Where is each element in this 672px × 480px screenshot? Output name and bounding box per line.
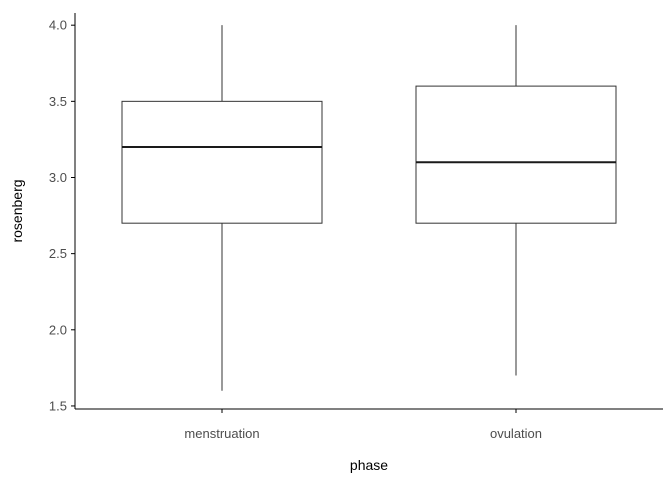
boxes-layer: [121, 25, 617, 391]
box-menstruation: [121, 25, 323, 391]
iqr-box: [415, 85, 617, 224]
y-tick-label: 4.0: [49, 18, 67, 33]
x-tick-label: ovulation: [490, 426, 542, 441]
y-tick-label: 3.5: [49, 94, 67, 109]
y-tick-label: 1.5: [49, 398, 67, 413]
x-ticks: menstruation ovulation: [184, 409, 542, 441]
y-ticks: 1.5 2.0 2.5 3.0 3.5 4.0: [49, 18, 75, 413]
x-tick-label: menstruation: [184, 426, 259, 441]
y-axis-title: rosenberg: [9, 179, 25, 242]
y-tick-label: 2.0: [49, 322, 67, 337]
iqr-box: [121, 100, 323, 224]
y-tick-label: 3.0: [49, 170, 67, 185]
box-ovulation: [415, 25, 617, 376]
y-tick-label: 2.5: [49, 246, 67, 261]
x-axis-title: phase: [350, 457, 388, 473]
axes-layer: [74, 13, 663, 410]
